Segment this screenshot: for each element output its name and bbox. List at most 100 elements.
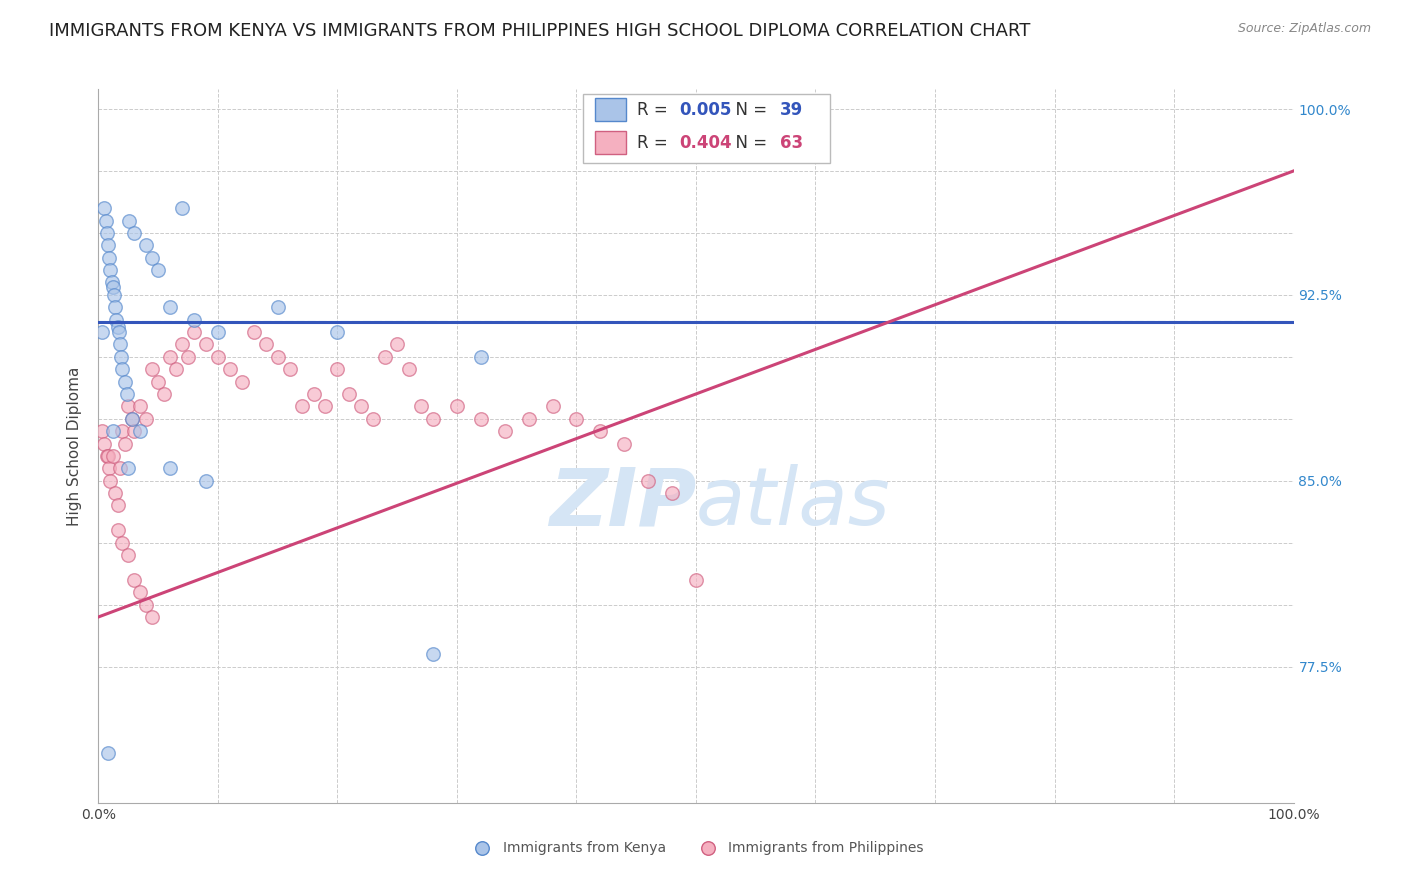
Point (124, 573, 146, 587)
Point (111, 535, 134, 549)
Point (172, 337, 194, 351)
Point (243, 325, 266, 339)
Point (254, 337, 277, 351)
Point (637, 474, 659, 488)
Point (107, 499, 129, 513)
Point (385, 337, 409, 351)
Point (100, 276, 122, 290)
Point (129, 585, 152, 599)
Point (121, 411, 143, 425)
Point (267, 300, 290, 314)
Point (104, 300, 127, 314)
Point (96, 449, 118, 463)
Point (105, 312, 128, 326)
Point (91, 424, 114, 438)
Point (135, 411, 157, 425)
Point (97, 238, 120, 252)
Point (124, 226, 146, 240)
Text: R =: R = (637, 134, 673, 152)
Point (148, 263, 170, 277)
Point (207, 325, 229, 339)
Point (159, 300, 181, 314)
Point (685, 573, 707, 587)
Point (326, 325, 349, 339)
Point (470, 411, 492, 425)
Point (231, 375, 253, 389)
Text: 0.005: 0.005 (679, 101, 731, 119)
Point (108, 461, 131, 475)
Text: 63: 63 (780, 134, 803, 152)
Point (195, 337, 218, 351)
Point (129, 424, 152, 438)
Point (422, 411, 444, 425)
Point (121, 411, 143, 425)
Text: R =: R = (637, 101, 673, 119)
Point (183, 325, 205, 339)
Point (129, 400, 152, 414)
Point (91, 325, 114, 339)
Point (96, 226, 118, 240)
Point (159, 350, 181, 364)
Point (135, 238, 157, 252)
Point (219, 362, 242, 376)
Point (278, 362, 301, 376)
Point (159, 461, 181, 475)
Legend: Immigrants from Kenya, Immigrants from Philippines: Immigrants from Kenya, Immigrants from P… (463, 835, 929, 860)
Point (111, 424, 134, 438)
Point (93, 201, 115, 215)
Point (118, 213, 141, 227)
Point (661, 486, 683, 500)
Point (103, 288, 125, 302)
Point (207, 350, 229, 364)
Point (98, 461, 121, 475)
Point (117, 461, 139, 475)
Point (195, 474, 218, 488)
Point (115, 387, 138, 401)
Point (110, 350, 132, 364)
Point (114, 375, 136, 389)
Point (98, 263, 122, 277)
Point (517, 411, 540, 425)
Point (350, 400, 373, 414)
Point (470, 350, 492, 364)
Point (339, 387, 361, 401)
Point (422, 647, 444, 661)
Point (114, 436, 136, 450)
Point (141, 362, 163, 376)
Point (291, 400, 314, 414)
Point (326, 362, 349, 376)
Point (541, 400, 564, 414)
Point (94, 213, 117, 227)
Point (107, 325, 129, 339)
Point (98, 474, 122, 488)
Point (565, 411, 588, 425)
Point (98, 251, 121, 265)
Point (165, 362, 187, 376)
Point (97, 746, 120, 760)
Point (107, 523, 129, 537)
Point (446, 400, 468, 414)
Point (124, 424, 146, 438)
Point (141, 610, 163, 624)
Point (494, 424, 516, 438)
Text: atlas: atlas (696, 464, 891, 542)
Point (374, 350, 396, 364)
Point (613, 436, 636, 450)
Point (398, 362, 420, 376)
Point (117, 548, 139, 562)
Text: ZIP: ZIP (548, 464, 696, 542)
Point (135, 598, 157, 612)
Point (101, 280, 124, 294)
Point (117, 400, 139, 414)
Text: 0.404: 0.404 (679, 134, 731, 152)
Point (107, 320, 129, 334)
Point (267, 350, 290, 364)
Point (302, 387, 325, 401)
Point (315, 400, 337, 414)
Point (411, 400, 433, 414)
Text: N =: N = (725, 134, 773, 152)
Point (363, 411, 385, 425)
Point (148, 375, 170, 389)
Y-axis label: High School Diploma: High School Diploma (67, 367, 83, 525)
Point (101, 449, 124, 463)
